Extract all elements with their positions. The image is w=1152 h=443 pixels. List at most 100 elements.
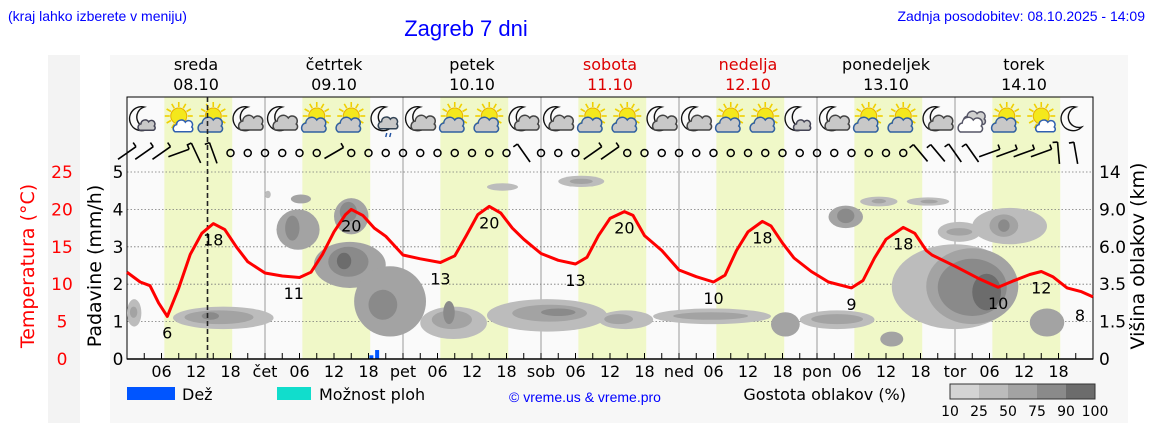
sun-ray — [1028, 119, 1034, 124]
overcast-icon — [957, 110, 987, 133]
cloud-icon — [335, 116, 362, 133]
cloud-density-legend-label: Gostota oblakov (%) — [743, 385, 906, 404]
sun-ray — [861, 103, 865, 109]
precipitation-tick: 3 — [113, 238, 124, 258]
wind-barb-tick — [1014, 144, 1018, 150]
x-hour-label: 12 — [1014, 362, 1034, 381]
calm-wind-icon — [692, 148, 701, 158]
precipitation-tick: 2 — [113, 275, 124, 295]
wind-barb-icon — [117, 142, 137, 160]
wind-barb-tick — [997, 144, 1001, 150]
location-hint[interactable]: (kraj lahko izberete v meniju) — [8, 8, 187, 24]
wind-barb-staff — [190, 142, 202, 164]
calm-wind-icon — [416, 148, 425, 158]
cloud-icon — [576, 116, 603, 133]
calm-wind-icon — [795, 148, 804, 158]
wind-barb-tick — [944, 143, 950, 148]
wind-barb-staff — [600, 146, 620, 160]
sun-ray — [1014, 108, 1020, 113]
sun-ray — [220, 108, 226, 113]
calm-wind-icon — [226, 148, 235, 158]
moon-cloud-rain-icon — [370, 106, 399, 138]
wind-barb-icon — [1013, 144, 1036, 158]
wind-barb-icon — [1052, 141, 1061, 165]
calm-wind-icon — [536, 148, 546, 158]
cloud-height-tick: 6.0 — [1099, 238, 1126, 258]
wind-barb-tick — [1068, 141, 1074, 144]
sun-cloud-icon — [990, 102, 1021, 133]
cloud-icon — [137, 119, 156, 131]
day-name: četrtek — [306, 55, 364, 74]
cloud-patch — [673, 312, 748, 320]
cloud-density-level: 50 — [999, 404, 1017, 420]
sun-ray — [634, 108, 640, 113]
cloud-patch — [336, 252, 352, 270]
wind-barb-icon — [1030, 144, 1053, 158]
sun-small-cloud-icon — [1027, 102, 1057, 133]
cloud-density-scale — [949, 383, 1096, 400]
moon-cloud-icon — [646, 106, 678, 132]
temperature-line — [126, 204, 1094, 318]
sun-ray — [447, 103, 451, 109]
calm-wind-icon — [467, 148, 477, 158]
cloud-density-level: 100 — [1082, 404, 1109, 420]
x-hour-label: 12 — [186, 362, 206, 381]
copyright-link[interactable]: © vreme.us & vreme.pro — [509, 389, 661, 405]
wind-barb-tick — [926, 143, 932, 149]
cloud-patch — [129, 306, 138, 318]
temperature-series: 6 18 11 20 13 20 13 20 10 18 9 18 10 12 8 — [126, 97, 1094, 359]
calm-wind-icon — [433, 148, 442, 158]
day-date: 09.10 — [311, 75, 357, 94]
wind-barb-staff — [1073, 142, 1079, 164]
cloud-patch — [201, 312, 219, 320]
sun-ray — [596, 103, 601, 109]
calm-wind-icon — [864, 148, 873, 158]
day-name: sobota — [583, 55, 637, 74]
sun-ray — [309, 103, 313, 109]
cloud-patch — [972, 273, 1001, 311]
sun-ray — [772, 108, 778, 113]
x-hour-label: 12 — [324, 362, 344, 381]
x-hour-label: 18 — [634, 362, 654, 381]
cloud-patch — [920, 199, 938, 204]
cloud-patch — [871, 198, 886, 204]
sun-ray — [999, 103, 1003, 109]
sun-ray — [723, 103, 727, 109]
calm-wind-icon — [243, 148, 252, 158]
day-date: 13.10 — [863, 75, 909, 94]
cloud-icon — [990, 116, 1017, 133]
wind-barb-staff — [1056, 141, 1061, 165]
temperature-label: 10 — [703, 289, 723, 308]
sun-ray — [200, 108, 206, 113]
temperature-label: 10 — [988, 294, 1008, 313]
moon-cloud-icon — [404, 106, 437, 132]
sun-ray — [166, 108, 172, 113]
cloud-patch — [368, 289, 398, 320]
moon-cloud-icon — [922, 106, 954, 132]
sun-ray — [1033, 103, 1038, 109]
cloud-patch — [285, 215, 300, 241]
x-hour-label: 06 — [151, 362, 171, 381]
wind-barb-staff — [996, 148, 1018, 158]
temperature-label: 13 — [430, 270, 450, 289]
cloud-icon — [686, 114, 713, 131]
wind-barb-tick — [512, 143, 518, 148]
cloud-icon — [714, 116, 741, 133]
cloud-icon — [927, 114, 954, 131]
x-hour-label: 18 — [358, 362, 378, 381]
x-hour-label: 18 — [1048, 362, 1068, 381]
calm-wind-icon — [657, 148, 666, 158]
wind-barb-staff — [978, 148, 1001, 158]
cloud-icon — [438, 116, 465, 133]
cloud-icon — [172, 119, 194, 133]
wind-barb-icon — [152, 142, 172, 160]
temperature-label: 20 — [614, 219, 634, 238]
wind-barb-staff — [516, 143, 531, 163]
wind-barb-icon — [324, 142, 345, 160]
showers-legend-label: Možnost ploh — [319, 385, 425, 404]
moon-cloud-icon — [508, 106, 540, 132]
last-updated: Zadnja posodobitev: 08.10.2025 - 14:09 — [897, 8, 1145, 24]
x-day-label: pon — [802, 362, 832, 381]
cloud-icon — [887, 116, 914, 133]
